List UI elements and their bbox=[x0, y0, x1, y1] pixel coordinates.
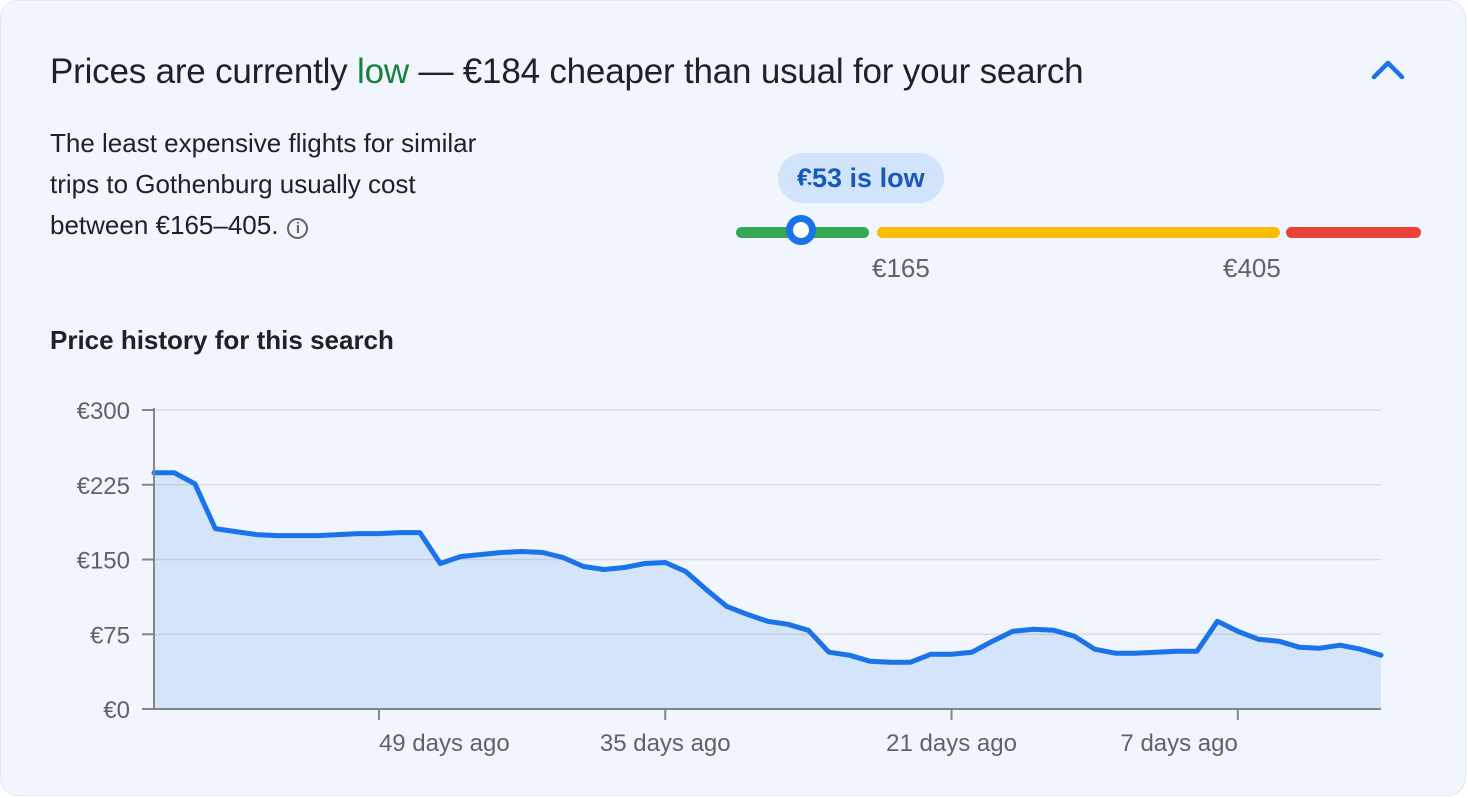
range-high-label: €405 bbox=[1223, 253, 1281, 283]
slider-segment-typical bbox=[877, 227, 1280, 238]
description-line: The least expensive flights for similar bbox=[50, 128, 477, 158]
price-history-chart[interactable]: €0 €75 €150 €225 €300 49 days ago 35 days ago 2… bbox=[41, 389, 1391, 789]
svg-text:€225: €225 bbox=[77, 473, 130, 500]
svg-text:€75: €75 bbox=[90, 622, 130, 649]
price-tooltip-text: €53 is low bbox=[797, 162, 925, 193]
slider-thumb bbox=[786, 215, 816, 245]
description-line: between €165–405. i bbox=[50, 205, 590, 246]
info-icon[interactable]: i bbox=[287, 218, 309, 239]
svg-text:7 days ago: 7 days ago bbox=[1120, 730, 1237, 757]
insight-description: The least expensive flights for similar … bbox=[50, 123, 590, 246]
price-history-heading: Price history for this search bbox=[50, 325, 394, 355]
page-title: Prices are currently low — €184 cheaper … bbox=[50, 51, 1350, 93]
title-status-low: low bbox=[357, 52, 409, 91]
collapse-button[interactable] bbox=[1363, 51, 1415, 95]
description-line: trips to Gothenburg usually cost bbox=[50, 169, 416, 199]
svg-text:€0: €0 bbox=[103, 697, 130, 724]
chevron-up-icon bbox=[1371, 60, 1405, 80]
svg-text:49 days ago: 49 days ago bbox=[379, 730, 510, 757]
svg-text:21 days ago: 21 days ago bbox=[886, 730, 1017, 757]
svg-text:€300: €300 bbox=[77, 398, 130, 425]
range-low-label: €165 bbox=[872, 253, 930, 283]
svg-text:35 days ago: 35 days ago bbox=[600, 730, 731, 757]
title-prefix: Prices are currently bbox=[50, 52, 358, 91]
slider-segment-high bbox=[1286, 227, 1421, 238]
svg-text:€150: €150 bbox=[77, 548, 130, 575]
title-suffix: — €184 cheaper than usual for your searc… bbox=[408, 52, 1084, 91]
